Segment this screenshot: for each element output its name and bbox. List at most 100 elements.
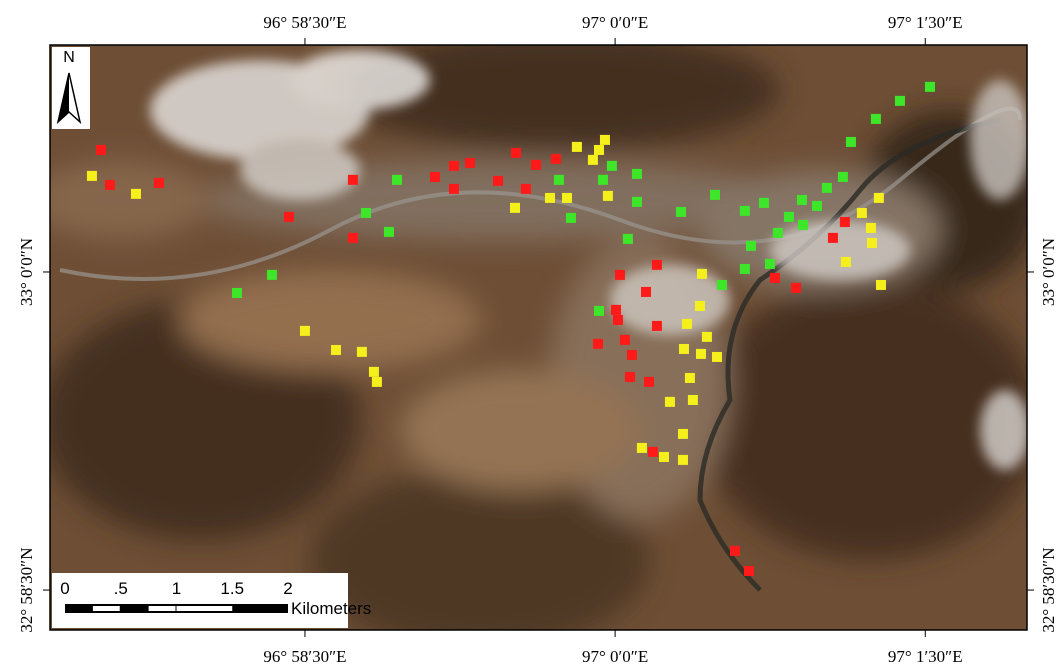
sample-point [812, 201, 822, 211]
sample-point [695, 301, 705, 311]
sample-point [331, 345, 341, 355]
sample-point [131, 189, 141, 199]
y-tick-label: 32° 58′30″N [17, 547, 36, 632]
sample-point [773, 228, 783, 238]
sample-point [644, 377, 654, 387]
y-tick-label: 33° 0′0″N [1039, 238, 1058, 306]
sample-point [551, 154, 561, 164]
sample-point [623, 234, 633, 244]
sample-point [632, 169, 642, 179]
sample-point [372, 377, 382, 387]
sample-point [625, 372, 635, 382]
x-tick-label: 96° 58′30″E [263, 647, 346, 666]
sample-point [620, 335, 630, 345]
sample-point [798, 220, 808, 230]
x-tick-label: 96° 58′30″E [263, 13, 346, 32]
sample-point [637, 443, 647, 453]
sample-point [712, 352, 722, 362]
sample-point [600, 135, 610, 145]
y-tick-label: 33° 0′0″N [17, 238, 36, 306]
sample-point [895, 96, 905, 106]
sample-point [465, 158, 475, 168]
sample-point [659, 452, 669, 462]
sample-point [822, 183, 832, 193]
sample-point [846, 137, 856, 147]
scale-bar-segment [93, 606, 120, 611]
sample-point [866, 223, 876, 233]
sample-point [348, 233, 358, 243]
sample-point [665, 397, 675, 407]
sample-point [840, 217, 850, 227]
scale-bar-label: 1.5 [220, 579, 244, 598]
sample-point [857, 208, 867, 218]
sample-point [594, 306, 604, 316]
scale-bar-unit: Kilometers [291, 599, 371, 618]
sample-point [678, 429, 688, 439]
sample-point [154, 178, 164, 188]
sample-point [361, 208, 371, 218]
sample-point [828, 233, 838, 243]
x-tick-label: 97° 0′0″E [582, 647, 648, 666]
x-tick-label: 97° 1′30″E [888, 13, 963, 32]
sample-point [678, 455, 688, 465]
sample-point [521, 184, 531, 194]
sample-point [369, 367, 379, 377]
sample-point [105, 180, 115, 190]
sample-point [87, 171, 97, 181]
sample-point [770, 273, 780, 283]
sample-point [449, 184, 459, 194]
scale-bar-label: .5 [114, 579, 128, 598]
sample-point [511, 148, 521, 158]
north-label: N [63, 49, 75, 66]
sample-point [510, 203, 520, 213]
sample-point [641, 287, 651, 297]
sample-point [554, 175, 564, 185]
sample-point [696, 349, 706, 359]
sample-point [876, 280, 886, 290]
sample-point [697, 269, 707, 279]
north-arrow: N [52, 47, 90, 129]
sample-point [685, 373, 695, 383]
x-tick-label: 97° 1′30″E [888, 647, 963, 666]
sample-point [348, 175, 358, 185]
scale-bar-segment [177, 606, 233, 611]
scale-bar-label: 2 [283, 579, 292, 598]
sample-point [603, 191, 613, 201]
sample-point [593, 339, 603, 349]
sample-point [611, 305, 621, 315]
sample-point [744, 566, 754, 576]
sample-point [740, 264, 750, 274]
sample-point [784, 212, 794, 222]
satellite-image [30, 30, 1040, 650]
scale-bar-label: 1 [172, 579, 181, 598]
sample-point [797, 195, 807, 205]
sample-point [598, 175, 608, 185]
sample-point [96, 145, 106, 155]
sample-point [430, 172, 440, 182]
sample-point [652, 260, 662, 270]
sample-point [702, 332, 712, 342]
sample-point [627, 350, 637, 360]
sample-point [730, 546, 740, 556]
sample-point [267, 270, 277, 280]
sample-point [925, 82, 935, 92]
sample-point [688, 395, 698, 405]
sample-point [566, 213, 576, 223]
sample-point [493, 176, 503, 186]
map: N 96° 58′30″E96° 58′30″E97° 0′0″E97° 0′0… [0, 0, 1062, 671]
scale-bar-label: 0 [60, 579, 69, 598]
sample-point [284, 212, 294, 222]
sample-point [652, 321, 662, 331]
sample-point [300, 326, 310, 336]
sample-point [357, 347, 367, 357]
sample-point [572, 142, 582, 152]
sample-point [717, 280, 727, 290]
sample-point [791, 283, 801, 293]
sample-point [632, 197, 642, 207]
sample-point [841, 257, 851, 267]
sample-point [613, 315, 623, 325]
sample-point [759, 198, 769, 208]
sample-point [392, 175, 402, 185]
sample-point [679, 344, 689, 354]
sample-point [449, 161, 459, 171]
